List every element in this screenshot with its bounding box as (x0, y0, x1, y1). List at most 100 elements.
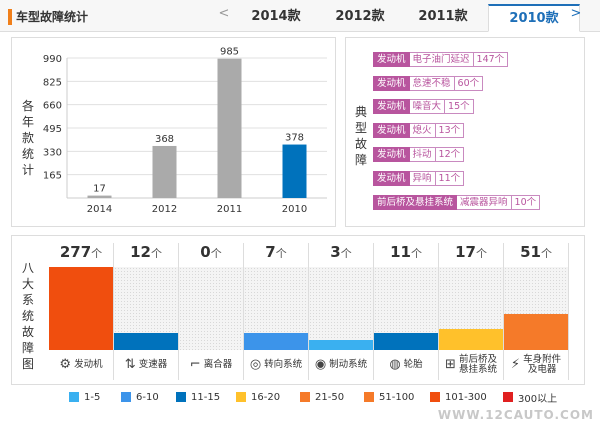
fault-count: 13个 (435, 123, 465, 138)
fault-item[interactable]: 发动机 抖动 12个 (373, 147, 465, 162)
system-count: 277个 (49, 243, 114, 267)
system-bar[interactable] (374, 333, 438, 350)
legend-label: 16-20 (251, 391, 281, 403)
system-label[interactable]: ⚡ 车身附件 及电器 (504, 350, 569, 380)
fault-count: 60个 (454, 76, 484, 91)
fault-item[interactable]: 发动机 噪音大 15个 (373, 99, 474, 114)
system-count-value: 17 (455, 243, 476, 261)
legend-swatch (121, 392, 131, 402)
title-accent (8, 9, 12, 25)
bar-value-label: 985 (220, 47, 239, 58)
legend-item: 300以上 (503, 390, 557, 405)
fault-item[interactable]: 发动机 熄火 13个 (373, 123, 465, 138)
system-count-unit: 个 (475, 247, 487, 260)
legend-label: 6-10 (136, 391, 159, 403)
x-tick-label: 2011 (217, 204, 242, 215)
fault-count: 15个 (445, 99, 474, 114)
system-count-unit: 个 (340, 247, 352, 260)
system-count-unit: 个 (410, 247, 422, 260)
system-bar-area (49, 267, 114, 350)
prev-arrow-icon[interactable]: < (218, 6, 230, 21)
legend-label: 11-15 (191, 391, 221, 403)
fault-category: 前后桥及悬挂系统 (373, 195, 458, 210)
system-name: 前后桥及 悬挂系统 (458, 354, 497, 375)
fault-name: 噪音大 (409, 99, 446, 114)
bar (217, 58, 242, 199)
system-bar[interactable] (504, 314, 568, 350)
system-name: 车身附件 及电器 (523, 354, 562, 375)
legend-swatch (300, 392, 310, 402)
fault-item[interactable]: 前后桥及悬挂系统 减震器异响 10个 (373, 195, 541, 210)
y-tick-label: 330 (43, 147, 62, 158)
system-label[interactable]: ⚙ 发动机 (49, 350, 114, 380)
system-label[interactable]: ⇅ 变速器 (114, 350, 179, 380)
system-bar[interactable] (114, 333, 178, 350)
system-count: 11个 (374, 243, 439, 267)
system-count-value: 7 (265, 243, 276, 261)
system-name: 转向系统 (264, 359, 303, 370)
system-name: 轮胎 (403, 359, 423, 370)
fault-name: 怠速不稳 (409, 76, 455, 91)
system-label[interactable]: ◍ 轮胎 (374, 350, 439, 380)
fault-name: 减震器异响 (457, 195, 512, 210)
bar (87, 195, 112, 198)
legend-swatch (503, 392, 513, 402)
system-bar-area (504, 267, 569, 350)
system-count-value: 3 (330, 243, 341, 261)
tab-2012[interactable]: 2012款 (335, 9, 385, 24)
fault-category: 发动机 (373, 99, 410, 114)
system-bar-area (374, 267, 439, 350)
page-title: 车型故障统计 (16, 10, 89, 24)
fault-name: 熄火 (409, 123, 436, 138)
fault-category: 发动机 (373, 52, 410, 67)
system-bar[interactable] (49, 267, 113, 350)
system-bar-area (439, 267, 504, 350)
fault-name: 异响 (409, 171, 436, 186)
y-tick-label: 660 (43, 101, 62, 112)
system-count-unit: 个 (210, 247, 222, 260)
system-count: 0个 (179, 243, 244, 267)
fault-category: 发动机 (373, 76, 410, 91)
system-bar[interactable] (244, 333, 308, 350)
yearly-stats-panel: 各 年 款 统 计 990 825 660 495 330 165 17 2014 368 201… (11, 37, 336, 227)
fault-item[interactable]: 发动机 怠速不稳 60个 (373, 76, 484, 91)
fault-item[interactable]: 发动机 异响 11个 (373, 171, 465, 186)
system-count-value: 277 (59, 243, 92, 261)
yearly-bar-chart: 990 825 660 495 330 165 17 2014 368 2012 985 2011 37… (43, 47, 327, 215)
fault-category: 发动机 (373, 171, 410, 186)
fault-name: 电子油门延迟 (409, 52, 474, 67)
legend-item: 21-50 (300, 390, 344, 404)
system-count: 51个 (504, 243, 569, 267)
system-label[interactable]: ⊞ 前后桥及 悬挂系统 (439, 350, 504, 380)
tab-2010[interactable]: 2010款 (488, 4, 580, 32)
legend-swatch (176, 392, 186, 402)
next-arrow-icon[interactable]: > (570, 6, 582, 21)
tab-2014[interactable]: 2014款 (251, 9, 301, 24)
site-watermark: WWW.12CAUTO.COM (437, 408, 594, 422)
steering-wheel-icon: ◎ (249, 357, 262, 372)
system-label: 八 大 系 统 故 障 图 (21, 261, 34, 371)
system-count-unit: 个 (91, 247, 103, 260)
system-name: 制动系统 (329, 359, 368, 370)
system-count-unit: 个 (150, 247, 162, 260)
fault-item[interactable]: 发动机 电子油门延迟 147个 (373, 52, 509, 67)
legend-swatch (364, 392, 374, 402)
system-label[interactable]: ◎ 转向系统 (244, 350, 309, 380)
bar (152, 145, 177, 198)
fault-count: 147个 (473, 52, 509, 67)
legend-item: 11-15 (176, 390, 220, 404)
system-bar-area (179, 267, 244, 350)
suspension-icon: ⊞ (445, 357, 456, 372)
system-label[interactable]: ⌐ 离合器 (179, 350, 244, 380)
system-count: 12个 (114, 243, 179, 267)
system-count: 17个 (439, 243, 504, 267)
system-label[interactable]: ◉ 制动系统 (309, 350, 374, 380)
system-bar[interactable] (309, 340, 373, 350)
y-tick-label: 495 (43, 124, 62, 135)
tab-2011[interactable]: 2011款 (418, 9, 468, 24)
fault-name: 抖动 (409, 147, 436, 162)
engine-icon: ⚙ (59, 357, 72, 372)
system-count-value: 12 (130, 243, 151, 261)
fault-count: 12个 (435, 147, 465, 162)
system-bar[interactable] (439, 329, 503, 350)
